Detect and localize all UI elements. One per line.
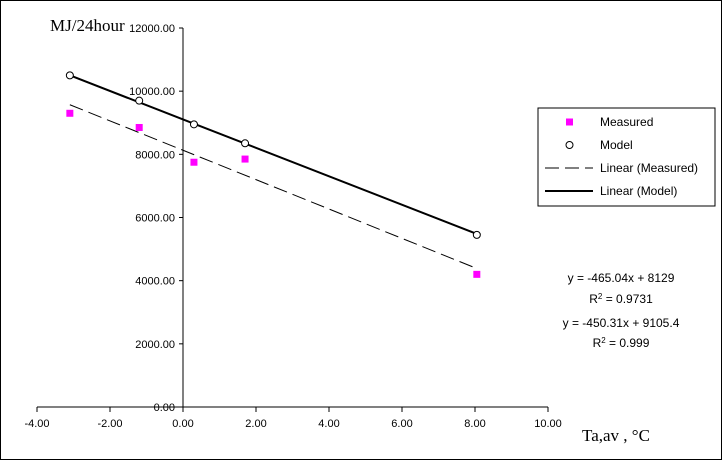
measured-point (66, 109, 74, 117)
r-squared-value: R2 = 0.999 (593, 336, 650, 351)
y-tick-label: 8000.00 (135, 149, 175, 161)
y-tick-label: 12000.00 (129, 23, 175, 35)
data-points (65, 71, 481, 278)
model-point (65, 71, 74, 80)
x-tick-label: 10.00 (534, 418, 562, 430)
annotations: y = -465.04x + 8129 R2 = 0.9731 y = -450.3… (563, 271, 680, 350)
y-tick-label: 0.00 (154, 402, 175, 414)
measured-point (190, 158, 198, 166)
legend-marker-measured (566, 118, 573, 126)
legend-marker-model (565, 141, 574, 149)
axes: -4.00 -2.00 0.00 2.00 4.00 6.00 8.00 10.00 0.00 2… (24, 23, 561, 430)
model-point (189, 120, 198, 129)
x-tick-label: 0.00 (172, 418, 193, 430)
x-tick-label: 4.00 (318, 418, 339, 430)
regression-equation: y = -465.04x + 8129 (568, 271, 675, 285)
x-tick-label: -2.00 (97, 418, 122, 430)
x-tick-label: -4.00 (24, 418, 49, 430)
measured-point (241, 155, 249, 163)
legend-label: Model (600, 138, 633, 152)
model-point (135, 96, 144, 105)
r-squared-value: R2 = 0.9731 (589, 292, 653, 307)
trendlines (69, 74, 478, 269)
measured-point (473, 270, 481, 278)
y-tick-label: 4000.00 (135, 276, 175, 288)
trendline-measured (69, 104, 478, 269)
x-tick-label: 2.00 (245, 418, 266, 430)
measured-point (135, 123, 143, 131)
y-axis-label: MJ/24hour (50, 16, 125, 35)
y-tick-label: 2000.00 (135, 339, 175, 351)
x-axis-label: Ta,av , °C (582, 426, 650, 445)
x-tick-label: 8.00 (464, 418, 485, 430)
model-point (241, 139, 250, 148)
trendline-model (69, 74, 478, 235)
y-tick-label: 10000.00 (129, 86, 175, 98)
y-tick-label: 6000.00 (135, 213, 175, 225)
legend-label: Linear (Measured) (600, 161, 698, 175)
legend: Measured Model Linear (Measured) Linear (Mo… (537, 107, 716, 207)
model-point (472, 230, 481, 239)
x-tick-label: 6.00 (391, 418, 412, 430)
legend-label: Measured (600, 115, 653, 129)
regression-equation: y = -450.31x + 9105.4 (563, 316, 680, 330)
legend-label: Linear (Model) (600, 184, 677, 198)
